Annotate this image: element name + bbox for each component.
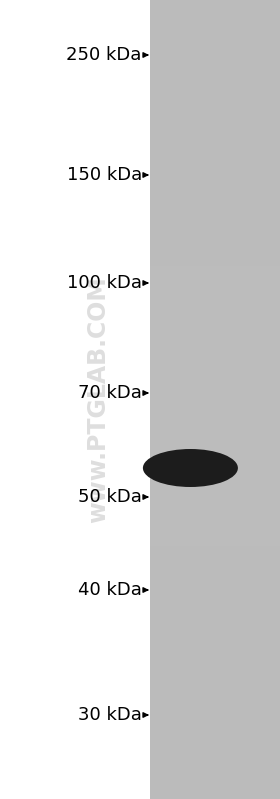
Bar [150,586,280,599]
Bar [150,40,280,54]
Bar [150,653,280,666]
Bar [150,785,280,799]
Bar [150,106,280,120]
Bar [150,599,280,613]
Bar [150,559,280,573]
Bar [150,266,280,280]
Bar [150,133,280,146]
Bar [150,93,280,106]
Bar [150,639,280,653]
Bar [150,253,280,266]
Bar [150,160,280,173]
Bar [150,693,280,706]
Bar [150,186,280,200]
Bar [150,613,280,626]
Bar [150,719,280,733]
Bar [150,306,280,320]
Bar [150,14,280,26]
Bar [150,413,280,426]
Bar [150,573,280,586]
Bar [150,706,280,719]
Bar [150,146,280,160]
Text: 50 kDa: 50 kDa [78,488,142,506]
Text: 150 kDa: 150 kDa [67,166,142,184]
Bar [150,213,280,226]
Bar [150,519,280,533]
Bar [150,293,280,306]
Bar [150,333,280,346]
Bar [150,360,280,373]
Bar [150,533,280,546]
Bar [150,200,280,213]
Bar [150,400,280,413]
Bar [150,80,280,93]
Text: 40 kDa: 40 kDa [78,581,142,599]
Bar [150,745,280,759]
Bar [150,0,280,799]
Bar [150,226,280,240]
Bar [150,173,280,186]
Bar [150,666,280,679]
Bar [150,479,280,493]
Bar [150,439,280,453]
Text: 100 kDa: 100 kDa [67,274,142,292]
Text: 70 kDa: 70 kDa [78,384,142,402]
Bar [150,346,280,360]
Ellipse shape [143,449,238,487]
Bar [150,0,280,14]
Bar [150,26,280,40]
Bar [150,386,280,400]
Bar [150,66,280,80]
Bar [150,626,280,639]
Bar [150,493,280,506]
Bar [150,426,280,439]
Bar [150,373,280,386]
Bar [150,506,280,519]
Bar [150,120,280,133]
Text: 250 kDa: 250 kDa [66,46,142,64]
Bar [150,453,280,466]
Bar [150,733,280,745]
Bar [150,679,280,693]
Bar [150,773,280,785]
Bar [150,54,280,66]
Bar [150,320,280,333]
Text: 30 kDa: 30 kDa [78,706,142,724]
Bar [150,280,280,293]
Bar [150,759,280,773]
Bar [150,240,280,253]
Text: www.PTGLAB.COM: www.PTGLAB.COM [86,276,110,523]
Bar [150,466,280,479]
Bar [150,546,280,559]
